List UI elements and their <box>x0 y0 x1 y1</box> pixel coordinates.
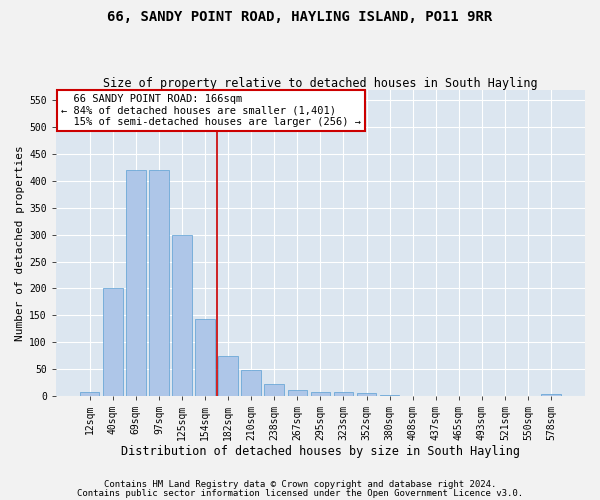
Bar <box>195 319 215 396</box>
Text: 66, SANDY POINT ROAD, HAYLING ISLAND, PO11 9RR: 66, SANDY POINT ROAD, HAYLING ISLAND, PO… <box>107 10 493 24</box>
Bar <box>172 234 192 396</box>
Bar <box>311 392 330 396</box>
Bar <box>126 170 146 396</box>
Bar <box>541 394 561 396</box>
Bar <box>80 392 100 396</box>
Text: Contains public sector information licensed under the Open Government Licence v3: Contains public sector information licen… <box>77 488 523 498</box>
Bar <box>334 392 353 396</box>
X-axis label: Distribution of detached houses by size in South Hayling: Distribution of detached houses by size … <box>121 444 520 458</box>
Bar <box>265 384 284 396</box>
Bar <box>218 356 238 396</box>
Text: 66 SANDY POINT ROAD: 166sqm
← 84% of detached houses are smaller (1,401)
  15% o: 66 SANDY POINT ROAD: 166sqm ← 84% of det… <box>61 94 361 128</box>
Bar <box>103 288 122 396</box>
Bar <box>241 370 261 396</box>
Title: Size of property relative to detached houses in South Hayling: Size of property relative to detached ho… <box>103 76 538 90</box>
Y-axis label: Number of detached properties: Number of detached properties <box>15 145 25 340</box>
Bar <box>357 394 376 396</box>
Text: Contains HM Land Registry data © Crown copyright and database right 2024.: Contains HM Land Registry data © Crown c… <box>104 480 496 489</box>
Bar <box>287 390 307 396</box>
Bar <box>380 395 400 396</box>
Bar <box>149 170 169 396</box>
